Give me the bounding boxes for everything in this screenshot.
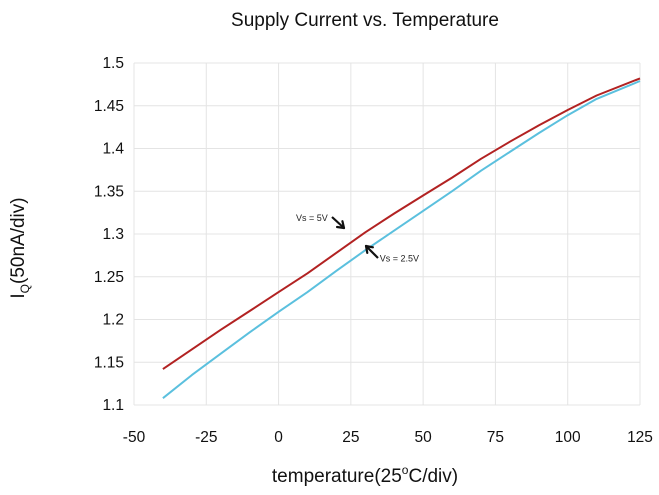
y-axis-label: IQ(50nA/div)	[8, 197, 32, 298]
x-tick-label: 75	[487, 429, 504, 446]
arrow-head	[335, 225, 346, 230]
x-tick-label: -50	[123, 429, 146, 446]
chart-title: Supply Current vs. Temperature	[231, 10, 499, 31]
arrow-head	[364, 244, 374, 249]
x-tick-label: 25	[342, 429, 359, 446]
x-tick-label: 100	[555, 429, 581, 446]
y-tick-label: 1.3	[102, 226, 124, 243]
y-tick-label: 1.25	[94, 269, 124, 286]
annotation-label: Vs = 5V	[296, 213, 328, 223]
y-tick-label: 1.4	[102, 141, 124, 158]
x-tick-label: -25	[195, 429, 217, 446]
arrow-shaft	[365, 245, 379, 259]
x-axis-label: temperature(25oC/div)	[272, 463, 458, 487]
y-axis-ticks: 1.5 1.45 1.4 1.35 1.3 1.25 1.2 1.15 1.1	[94, 55, 125, 414]
series-line-2	[162, 80, 641, 399]
y-tick-label: 1.5	[102, 55, 124, 72]
x-axis-ticks: -50 -25 0 25 50 75 100 125	[123, 429, 653, 446]
y-tick-label: 1.35	[94, 183, 124, 200]
y-tick-label: 1.15	[94, 354, 124, 371]
annotation-label: Vs = 2.5V	[380, 253, 419, 263]
series-line-1	[162, 77, 641, 370]
annotations: Vs = 5V Vs = 2.5V	[296, 213, 419, 263]
arrow-shaft	[331, 216, 345, 229]
grid	[133, 62, 641, 406]
y-tick-label: 1.2	[102, 312, 124, 329]
x-tick-label: 125	[627, 429, 653, 446]
x-tick-label: 50	[415, 429, 433, 446]
y-tick-label: 1.45	[94, 98, 124, 115]
series-group	[162, 77, 641, 399]
x-tick-label: 0	[274, 429, 283, 446]
y-tick-label: 1.1	[102, 397, 124, 414]
